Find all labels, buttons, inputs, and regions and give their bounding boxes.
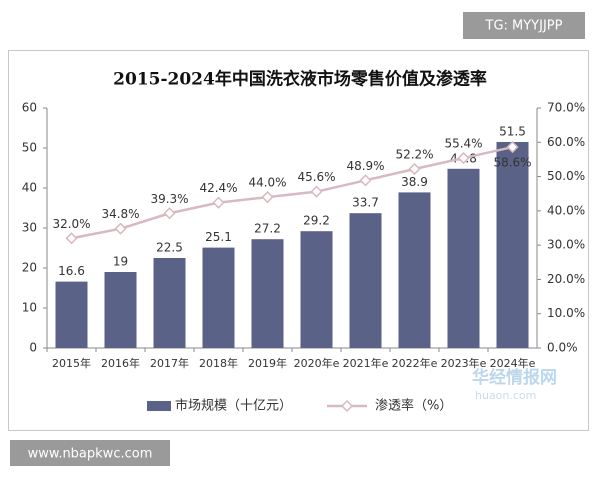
y2-tick-label: 70.0%: [547, 101, 585, 115]
line-value-label: 58.6%: [493, 156, 531, 170]
y-tick-label: 30: [22, 221, 37, 235]
x-tick-label: 2019年: [248, 356, 287, 370]
bar-value-label: 33.7: [352, 196, 379, 210]
line-marker: [310, 185, 323, 198]
line-value-label: 52.2%: [395, 148, 433, 162]
watermark: huaon.com: [475, 389, 536, 402]
y2-tick-label: 60.0%: [547, 135, 585, 149]
y-tick-label: 60: [22, 101, 37, 115]
line-value-label: 39.3%: [150, 192, 188, 206]
site-text: www.nbapkwc.com: [28, 447, 153, 462]
x-tick-label: 2016年: [101, 356, 140, 370]
bar: [398, 192, 431, 348]
line: [71, 145, 513, 240]
bar: [349, 213, 382, 348]
line-marker: [408, 162, 421, 176]
bar-value-label: 38.9: [401, 175, 428, 189]
bar: [251, 239, 284, 348]
y-tick-label: 0: [29, 341, 37, 355]
chart-title: 2015-2024年中国洗衣液市场零售价值及渗透率: [113, 69, 487, 90]
x-tick-label: 2021年e: [343, 356, 389, 370]
bar: [153, 258, 186, 348]
tag-text: TG: MYYJJPP: [485, 19, 563, 34]
y2-tick-label: 20.0%: [547, 272, 585, 286]
x-tick-label: 2024年e: [490, 356, 536, 370]
site-box: [10, 440, 170, 466]
bar: [104, 272, 137, 348]
line-value-label: 42.4%: [199, 181, 237, 195]
line-value-label: 32.0%: [52, 217, 90, 231]
x-tick-label: 2018年: [199, 356, 238, 370]
line-value-label: 55.4%: [444, 137, 482, 151]
bar-value-label: 25.1: [205, 230, 232, 244]
y-tick-label: 20: [22, 261, 37, 275]
y2-tick-label: 30.0%: [547, 238, 585, 252]
bar-value-label: 22.5: [156, 241, 183, 255]
legend-swatch: [147, 401, 171, 411]
bar: [202, 247, 235, 348]
tag-box: [463, 12, 585, 39]
y-tick-label: 50: [22, 141, 37, 155]
line-marker: [65, 232, 78, 245]
bar-value-label: 51.5: [499, 125, 526, 139]
bar: [496, 142, 529, 348]
line-value-label: 44.0%: [248, 176, 286, 190]
line-value-label: 34.8%: [101, 207, 139, 221]
line-marker: [212, 196, 225, 209]
bar: [447, 168, 480, 348]
bar-value-label: 29.2: [303, 214, 330, 228]
y-tick-label: 10: [22, 301, 37, 315]
line-marker: [114, 222, 127, 235]
chart-frame: [8, 50, 589, 431]
line-value-label: 45.6%: [297, 170, 335, 184]
line-marker: [457, 151, 470, 165]
line-value-label: 48.9%: [346, 159, 384, 173]
y2-tick-label: 40.0%: [547, 203, 585, 217]
x-tick-label: 2023年e: [441, 356, 487, 370]
legend-label: 渗透率（%）: [375, 398, 452, 414]
y2-tick-label: 10.0%: [547, 306, 585, 320]
bar: [300, 231, 333, 348]
bar-value-label: 16.6: [58, 264, 85, 278]
bar: [55, 281, 88, 348]
x-tick-label: 2020年e: [294, 356, 340, 370]
x-tick-label: 2017年: [150, 356, 189, 370]
x-tick-label: 2022年e: [392, 356, 438, 370]
line-marker: [506, 141, 519, 154]
line-marker: [359, 174, 372, 187]
legend-label: 市场规模（十亿元）: [175, 398, 292, 414]
x-tick-label: 2015年: [52, 356, 91, 370]
bar-value-label: 19: [113, 255, 128, 269]
line-marker: [261, 191, 274, 204]
bar-value-label: 27.2: [254, 222, 281, 236]
y2-tick-label: 0.0%: [547, 341, 578, 355]
watermark: 华经情报网: [472, 367, 557, 388]
line-marker: [163, 207, 176, 220]
legend-swatch: [340, 399, 354, 413]
y-tick-label: 40: [22, 181, 37, 195]
y2-tick-label: 50.0%: [547, 169, 585, 183]
